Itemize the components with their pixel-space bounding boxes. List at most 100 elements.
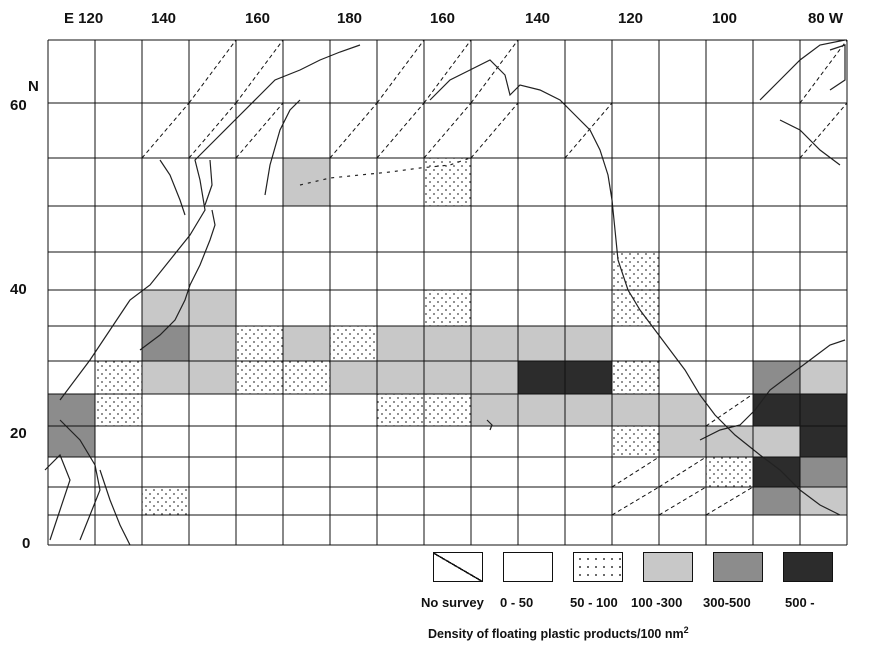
grid-cell-d100-300	[565, 394, 612, 426]
legend-swatch-300-500	[713, 552, 763, 582]
grid-cell-d50-100	[236, 361, 283, 394]
grid-cell-d100-300	[659, 394, 706, 426]
longitude-label-180: 180	[337, 10, 363, 27]
grid-cell-d50-100	[95, 394, 142, 426]
no-survey-hatch	[376, 39, 425, 104]
grid-cell-d100-300	[518, 326, 565, 361]
legend-label-0-50: 0 - 50	[500, 595, 534, 610]
legend-caption: Density of floating plastic products/100…	[428, 625, 689, 641]
grid-cell-d50-100	[424, 290, 471, 326]
no-survey-hatch	[188, 102, 237, 159]
grid-cell-d50-100	[424, 158, 471, 206]
legend-caption-superscript: 2	[683, 625, 689, 635]
density-legend: No survey 0 - 50 50 - 100 100 -300 300-5…	[421, 552, 868, 647]
legend-caption-text: Density of floating plastic products/100…	[428, 627, 684, 642]
longitude-label-160e: 160	[245, 10, 271, 27]
no-survey-hatch	[611, 486, 660, 516]
no-survey-hatch	[423, 102, 472, 159]
legend-label-no-survey: No survey	[421, 595, 484, 610]
longitude-label-120w: 120	[618, 10, 644, 27]
grid-cell-d100-300	[471, 361, 518, 394]
grid-cell-d100-300	[424, 361, 471, 394]
coastline-outline	[44, 39, 846, 546]
latitude-label-n: N	[28, 78, 39, 95]
grid-cell-d100-300	[189, 290, 236, 326]
grid-cell-d100-300	[800, 361, 847, 394]
grid-cell-d50-100	[142, 487, 189, 515]
grid-cell-d100-300	[283, 326, 330, 361]
grid-cell-d100-300	[377, 326, 424, 361]
no-survey-hatch	[705, 486, 754, 516]
legend-swatch-50-100	[573, 552, 623, 582]
legend-label-500-plus: 500 -	[785, 595, 815, 610]
grid-cell-d50-100	[283, 361, 330, 394]
longitude-label-140w: 140	[525, 10, 551, 27]
legend-swatch-100-300	[643, 552, 693, 582]
legend-swatch-0-50	[503, 552, 553, 582]
longitude-label-140e: 140	[151, 10, 177, 27]
grid-cell-d500	[800, 426, 847, 457]
no-survey-hatch	[658, 456, 707, 488]
grid-cell-d50-100	[236, 326, 283, 361]
legend-label-100-300: 100 -300	[631, 595, 683, 610]
grid-cell-d100-300	[471, 326, 518, 361]
grid-cell-d100-300	[471, 394, 518, 426]
no-survey-hatch	[658, 486, 707, 516]
no-survey-hatch	[376, 102, 425, 159]
grid-cell-d50-100	[706, 457, 753, 487]
grid-cell-d100-300	[753, 426, 800, 457]
grid-cell-d50-100	[377, 394, 424, 426]
legend-swatch-500-plus	[783, 552, 833, 582]
grid-cell-d50-100	[612, 426, 659, 457]
grid-cell-d100-300	[189, 361, 236, 394]
grid-cell-d100-300	[189, 326, 236, 361]
grid-cell-d500	[753, 394, 800, 426]
grid-cell-d50-100	[95, 361, 142, 394]
no-survey-hatch	[705, 393, 754, 427]
grid-cell-d50-100	[612, 252, 659, 290]
no-survey-hatch	[611, 456, 660, 488]
grid-cell-d50-100	[612, 361, 659, 394]
grid-cell-d300-500	[800, 457, 847, 487]
grid-cell-d100-300	[283, 158, 330, 206]
grid-cell-d100-300	[612, 394, 659, 426]
no-survey-hatch	[188, 39, 237, 104]
latitude-label-40: 40	[10, 281, 27, 298]
grid-cell-d100-300	[424, 326, 471, 361]
no-survey-hatch	[423, 39, 472, 104]
no-survey-hatch	[329, 102, 378, 159]
latitude-label-60: 60	[10, 97, 27, 114]
longitude-label-160w: 160	[430, 10, 456, 27]
no-survey-hatch	[564, 102, 613, 159]
no-survey-hatch	[235, 39, 284, 104]
legend-label-50-100: 50 - 100	[570, 595, 618, 610]
latitude-label-20: 20	[10, 425, 27, 442]
grid-cell-d100-300	[518, 394, 565, 426]
grid-cell-d100-300	[565, 326, 612, 361]
grid-cell-d100-300	[142, 290, 189, 326]
no-survey-hatch	[470, 102, 519, 159]
grid-cell-d500	[518, 361, 565, 394]
grid-cell-d100-300	[330, 361, 377, 394]
legend-label-300-500: 300-500	[703, 595, 751, 610]
grid-cell-d500	[800, 394, 847, 426]
grid-cell-d300-500	[753, 361, 800, 394]
grid-cell-d50-100	[424, 394, 471, 426]
grid-cell-d100-300	[142, 361, 189, 394]
grid-cell-d100-300	[659, 426, 706, 457]
grid-cell-d50-100	[330, 326, 377, 361]
longitude-label-e120: E 120	[64, 10, 104, 27]
no-survey-hatch	[799, 39, 848, 104]
grid-cell-d500	[565, 361, 612, 394]
grid-cell-d300-500	[753, 487, 800, 515]
longitude-label-80w: 80 W	[808, 10, 844, 27]
latitude-label-0: 0	[22, 535, 31, 552]
grid-cell-d300-500	[48, 394, 95, 426]
grid-cell-d50-100	[612, 290, 659, 326]
no-survey-hatch	[141, 102, 190, 159]
no-survey-hatch	[799, 102, 848, 159]
grid-cell-d300-500	[142, 326, 189, 361]
grid-cell-d100-300	[800, 487, 847, 515]
